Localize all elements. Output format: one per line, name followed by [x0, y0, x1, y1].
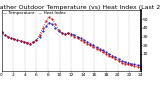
Text: — Temperature   — Heat Index: — Temperature — Heat Index — [3, 11, 66, 15]
Title: Milwaukee Weather Outdoor Temperature (vs) Heat Index (Last 24 Hours): Milwaukee Weather Outdoor Temperature (v… — [0, 5, 160, 10]
